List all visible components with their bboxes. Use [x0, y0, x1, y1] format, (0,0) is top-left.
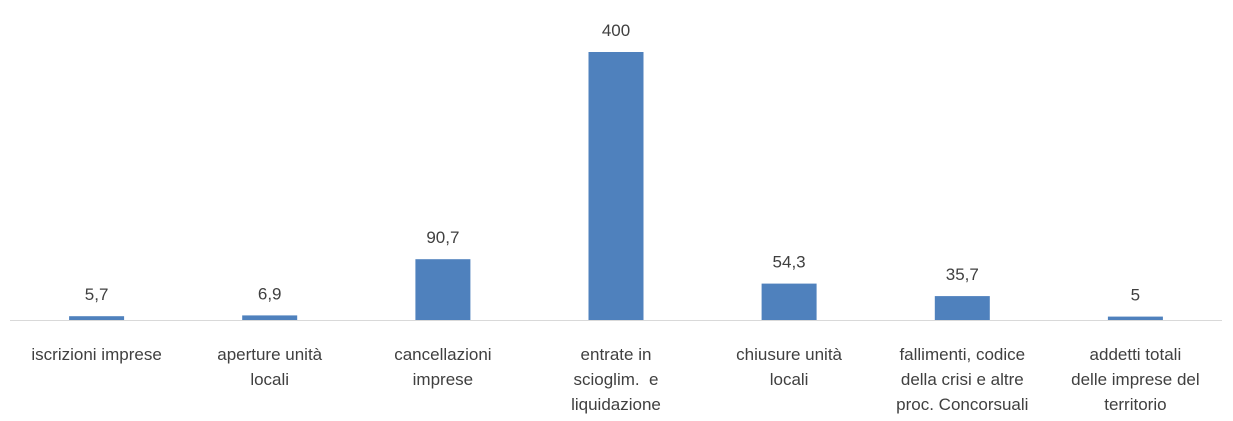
category-label-line: liquidazione [571, 395, 661, 414]
category-label-line: chiusure unità [736, 345, 842, 364]
bar [1107, 316, 1163, 320]
bar [69, 316, 125, 320]
category-label-line: scioglim. e [573, 370, 658, 389]
category-label-line: della crisi e altre [901, 370, 1024, 389]
category-label-line: addetti totali [1090, 345, 1182, 364]
category-label: addetti totali delle imprese del territori… [1071, 345, 1200, 414]
category-label-line: entrate in [581, 345, 652, 364]
bar [242, 315, 298, 320]
data-label: 5,7 [85, 285, 109, 304]
bar [761, 283, 817, 320]
category-label: fallimenti, codice della crisi e altre pro… [896, 345, 1028, 414]
category-label-line: proc. Concorsuali [896, 395, 1028, 414]
category-label: aperture unità locali [217, 345, 322, 389]
category-label-line: fallimenti, codice [899, 345, 1025, 364]
data-label: 54,3 [773, 253, 806, 272]
bar [415, 259, 471, 320]
category-label-line: territorio [1104, 395, 1166, 414]
category-label-line: imprese [413, 370, 473, 389]
category-label-line: aperture unità [217, 345, 322, 364]
category-label-line: locali [250, 370, 289, 389]
category-label: entrate in scioglim. e liquidazione [571, 345, 661, 414]
category-label: cancellazioni imprese [394, 345, 491, 389]
category-label-line: locali [770, 370, 809, 389]
category-label-line: iscrizioni imprese [31, 345, 161, 364]
data-label: 35,7 [946, 265, 979, 284]
data-label: 400 [602, 21, 630, 40]
category-label-line: cancellazioni [394, 345, 491, 364]
category-label: iscrizioni imprese [31, 345, 161, 364]
category-label: chiusure unità locali [736, 345, 842, 389]
data-label: 6,9 [258, 284, 282, 303]
bar [588, 52, 644, 320]
bar [934, 296, 990, 320]
data-label: 5 [1131, 286, 1140, 305]
data-label: 90,7 [426, 228, 459, 247]
category-label-line: delle imprese del [1071, 370, 1200, 389]
